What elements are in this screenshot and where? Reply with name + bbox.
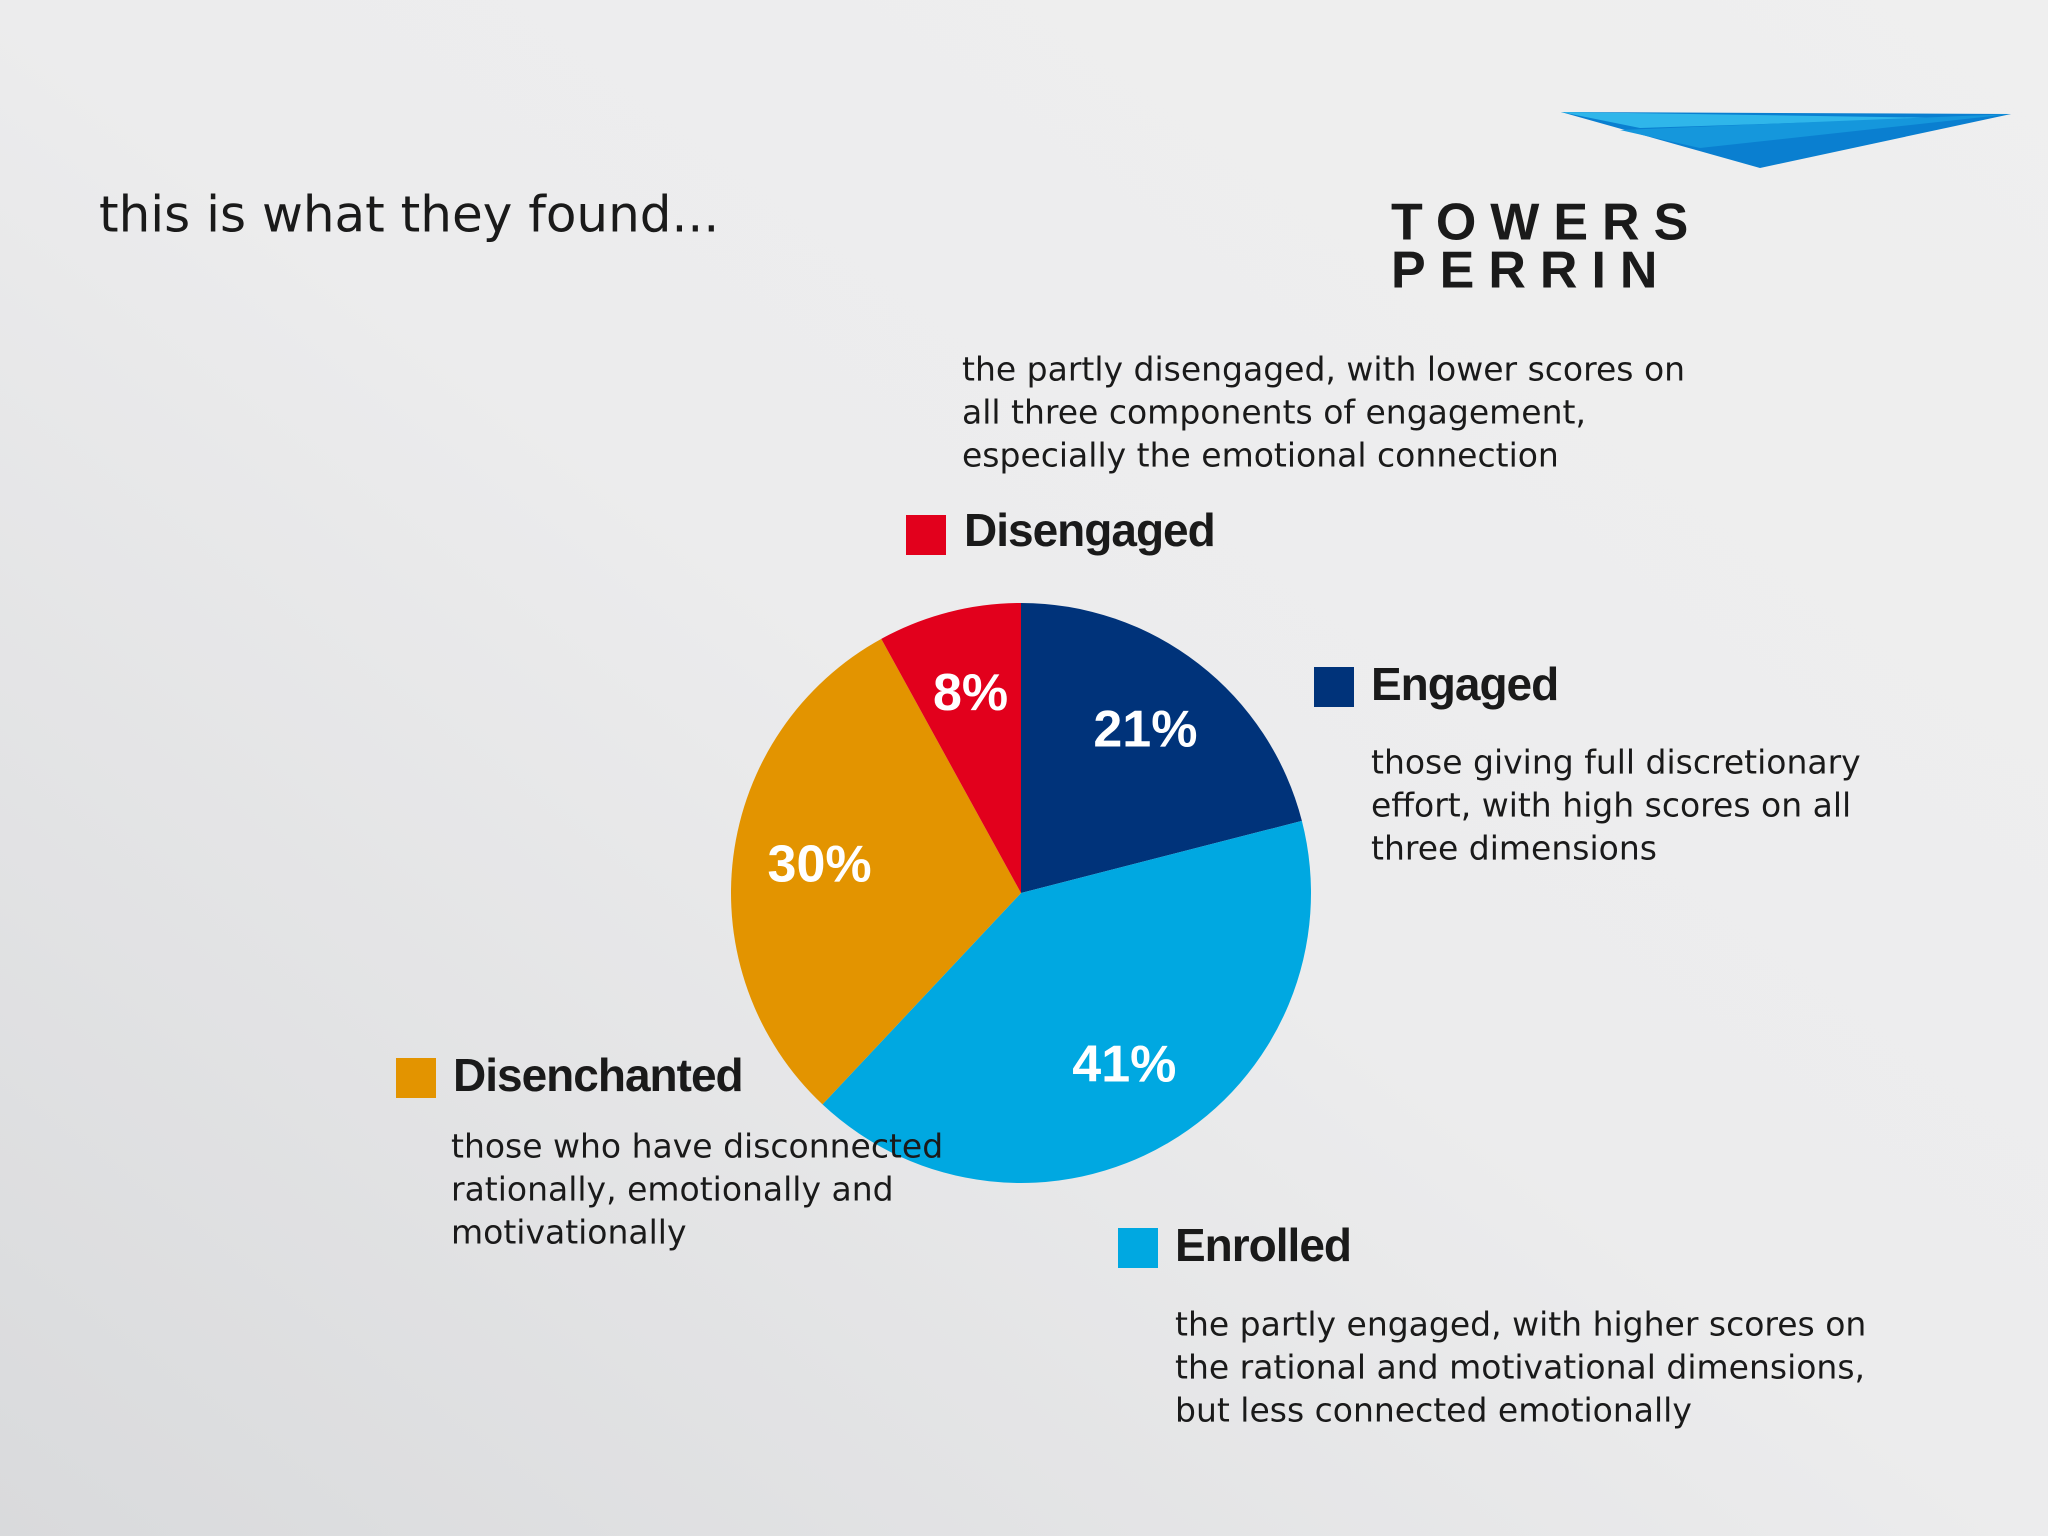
legend-description: all three components of engagement, [962, 393, 1586, 432]
legend-description: those who have disconnected [451, 1127, 943, 1166]
legend-swatch [1314, 667, 1354, 707]
legend-description: the rational and motivational dimensions… [1175, 1348, 1865, 1387]
legend-swatch [1118, 1228, 1158, 1268]
legend-swatch [906, 515, 946, 555]
legend-description: effort, with high scores on all [1371, 786, 1851, 825]
legend-label: Disengaged [964, 504, 1215, 556]
value-label: 30% [768, 835, 872, 893]
legend-description: the partly engaged, with higher scores o… [1175, 1305, 1866, 1344]
slide-title: this is what they found... [99, 186, 719, 244]
legend-description: motivationally [451, 1213, 687, 1252]
value-label: 21% [1093, 700, 1197, 758]
legend-description: three dimensions [1371, 829, 1657, 868]
legend-label: Enrolled [1175, 1219, 1351, 1271]
legend-description: the partly disengaged, with lower scores… [962, 350, 1685, 389]
legend-label: Engaged [1371, 658, 1558, 710]
pie-slice [1021, 603, 1302, 893]
logo-text: PERRIN [1391, 242, 1671, 300]
pie-slice [822, 820, 1312, 1183]
legend-label: Disenchanted [453, 1049, 743, 1101]
legend-description: those giving full discretionary [1371, 743, 1861, 782]
legend-description: rationally, emotionally and [451, 1170, 894, 1209]
logo-text: TOWERS [1391, 194, 1702, 252]
pie-slice [881, 603, 1021, 893]
legend-swatch [396, 1058, 436, 1098]
value-label: 8% [933, 664, 1008, 722]
value-label: 41% [1072, 1035, 1176, 1093]
legend-description: especially the emotional connection [962, 436, 1559, 475]
pie-slice [731, 638, 1021, 1105]
legend-description: but less connected emotionally [1175, 1391, 1692, 1430]
logo-swoosh [1561, 112, 2011, 168]
